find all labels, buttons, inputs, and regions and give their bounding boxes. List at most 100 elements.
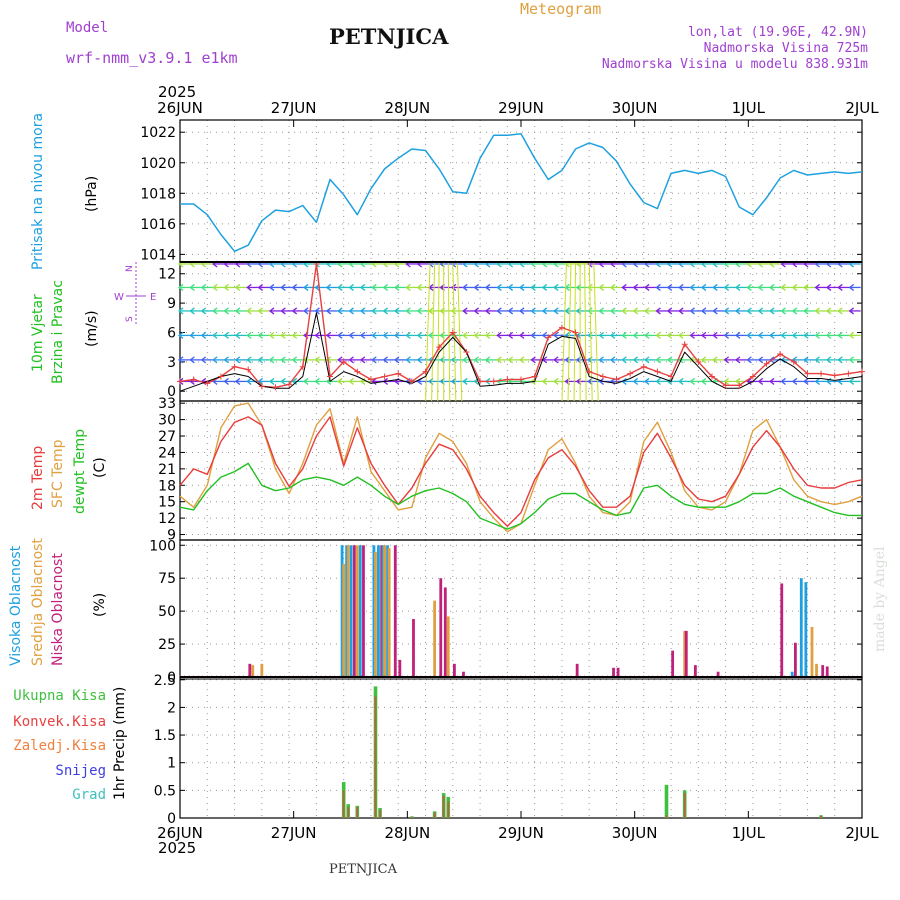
wind-arrow-head <box>507 331 514 339</box>
wind-speed-marker <box>449 329 456 336</box>
precip-convective-bar <box>374 696 377 818</box>
wind-speed-marker <box>217 373 224 380</box>
wind-arrow-head <box>746 377 752 385</box>
compass-e: E <box>150 292 156 303</box>
wind-arrow-head <box>177 307 184 315</box>
wind-arrow-head <box>484 331 491 339</box>
wind-speed-marker <box>490 378 497 385</box>
wind-arrow-head <box>825 331 832 339</box>
wind-speed-marker <box>586 368 593 375</box>
pressure-line <box>180 132 863 253</box>
wind-speed-marker <box>190 376 197 383</box>
wind-arrow-head <box>609 356 616 364</box>
precip-legend-item: Grad <box>72 787 106 803</box>
wind-arrow-head <box>462 356 468 364</box>
cloud-bar <box>616 667 620 677</box>
temp-axis-label-2: SFC Temp <box>50 439 66 508</box>
wind-arrow-head <box>337 307 343 315</box>
wind-arrow-head <box>689 307 695 315</box>
wind-arrow-head <box>518 307 525 315</box>
wind-speed-marker <box>749 373 756 380</box>
wind-arrow-head <box>473 356 479 364</box>
wind-arrow-head <box>348 283 354 291</box>
wind-speed-marker <box>258 383 265 390</box>
wind-arrow-head <box>564 356 570 364</box>
wind-axis-label-1: 10m Vjetar <box>30 294 46 372</box>
wind-arrow-head <box>200 356 207 364</box>
x-tick-label-top: 28JUN <box>384 99 430 117</box>
wind-arrow-head <box>371 283 377 291</box>
y-tick-label: 0 <box>167 670 176 686</box>
cloud-bar <box>251 665 255 677</box>
wind-arrow-head <box>837 283 843 291</box>
wind-arrow-head <box>723 307 730 315</box>
wind-arrow-head <box>643 331 650 339</box>
precip-total-bar <box>664 784 669 818</box>
precip-convective-bar <box>683 793 686 818</box>
wind-speed-marker <box>245 366 252 373</box>
wind-arrow-head <box>314 377 320 385</box>
wind-arrow-head <box>598 377 605 385</box>
wind-speed-marker <box>422 368 429 375</box>
model-name: wrf-nmm_v3.9.1 e1km <box>66 49 238 67</box>
wind-arrow-head <box>212 356 218 364</box>
wind-arrow-head <box>814 377 820 385</box>
y-tick-label: 1 <box>167 756 176 772</box>
wind-arrow-head <box>177 331 184 339</box>
wind-speed-marker <box>354 368 361 375</box>
wind-speed-marker <box>695 358 702 365</box>
y-tick-label: 30 <box>158 413 176 429</box>
precip-convective-bar <box>447 801 450 818</box>
wind-calm-arrow <box>447 261 451 402</box>
wind-arrow-head <box>541 377 548 385</box>
wind-arrow-head <box>643 283 650 291</box>
wind-gust-line <box>179 312 863 392</box>
y-tick-label: 12 <box>158 511 176 527</box>
wind-speed-marker <box>763 360 770 367</box>
wind-arrow-head <box>803 283 809 291</box>
wind-speed-marker <box>408 378 415 385</box>
wind-arrow-head <box>530 331 536 339</box>
wind-arrow-head <box>405 307 411 315</box>
wind-arrow-head <box>837 307 843 315</box>
x-tick-label-top: 30JUN <box>612 99 658 117</box>
wind-speed-marker <box>777 351 784 358</box>
cloud-bar <box>372 545 376 677</box>
wind-arrow-head <box>700 307 707 315</box>
wind-arrow-head <box>734 331 741 339</box>
wind-arrow-head <box>484 283 491 291</box>
dewpoint-line <box>179 462 862 530</box>
wind-arrow-head <box>723 377 730 385</box>
wind-arrow-head <box>234 377 241 385</box>
wind-arrow-head <box>712 356 718 364</box>
wind-arrow-head <box>803 331 809 339</box>
wind-arrow-head <box>655 283 661 291</box>
wind-arrow-head <box>393 331 400 339</box>
cloud-bar <box>821 665 825 677</box>
wind-arrow-head <box>598 331 605 339</box>
compass-w: W <box>114 292 124 303</box>
wind-arrow-head <box>439 356 445 364</box>
precip-convective-bar <box>433 812 436 818</box>
x-tick-label-bottom: 29JUN <box>498 824 544 842</box>
wind-arrow-head <box>803 307 809 315</box>
wind-speed-marker <box>299 363 306 370</box>
cloud-bar <box>346 545 350 677</box>
wind-arrow-head <box>655 307 661 315</box>
wind-arrow-head <box>246 377 252 385</box>
wind-arrow-head <box>598 356 605 364</box>
wind-arrow-head <box>632 283 639 291</box>
wind-arrow-head <box>268 307 275 315</box>
wind-arrow-head <box>746 283 752 291</box>
wind-arrow-head <box>359 283 366 291</box>
wind-speed-line <box>179 263 863 388</box>
wind-arrow-head <box>541 283 548 291</box>
y-tick-label: 9 <box>167 296 176 312</box>
wind-arrow-head <box>609 331 616 339</box>
wind-arrow-head <box>325 356 332 364</box>
wind-speed-marker <box>340 358 347 365</box>
wind-calm-arrow <box>567 261 572 402</box>
wind-arrow-head <box>734 377 741 385</box>
wind-arrow-head <box>462 377 468 385</box>
wind-arrow-head <box>632 377 639 385</box>
